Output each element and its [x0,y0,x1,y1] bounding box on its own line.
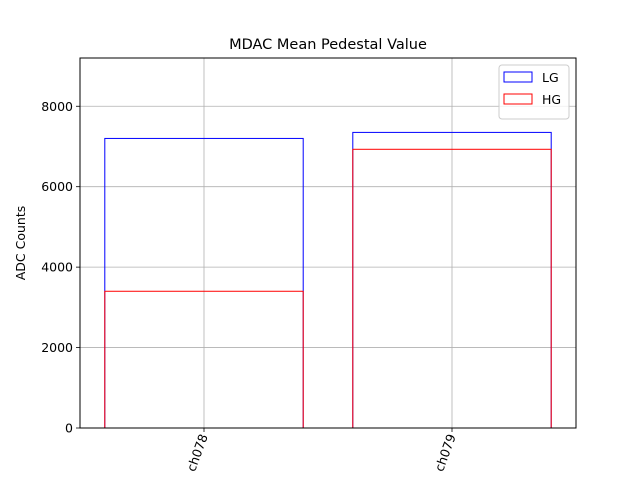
legend-label-hg: HG [542,92,561,107]
chart-title: MDAC Mean Pedestal Value [229,37,427,53]
y-tick-label: 2000 [41,340,73,355]
plot-frame [79,57,577,429]
x-tick-label: ch079 [432,432,459,473]
y-tick-label: 8000 [41,99,73,114]
legend-label-lg: LG [542,70,559,85]
y-tick-label: 0 [65,421,73,436]
y-axis-label: ADC Counts [13,206,28,281]
legend-swatch-lg [503,71,533,83]
legend-box [498,64,570,120]
legend: LG HG [498,64,570,120]
y-tick-label: 4000 [41,260,73,275]
y-tick-label: 6000 [41,179,73,194]
legend-swatch-hg [503,93,533,105]
x-tick-label: ch078 [184,432,211,473]
axis-ticks: 0 2000 4000 6000 8000 ch078 ch079 [41,99,459,474]
bars [104,131,552,429]
